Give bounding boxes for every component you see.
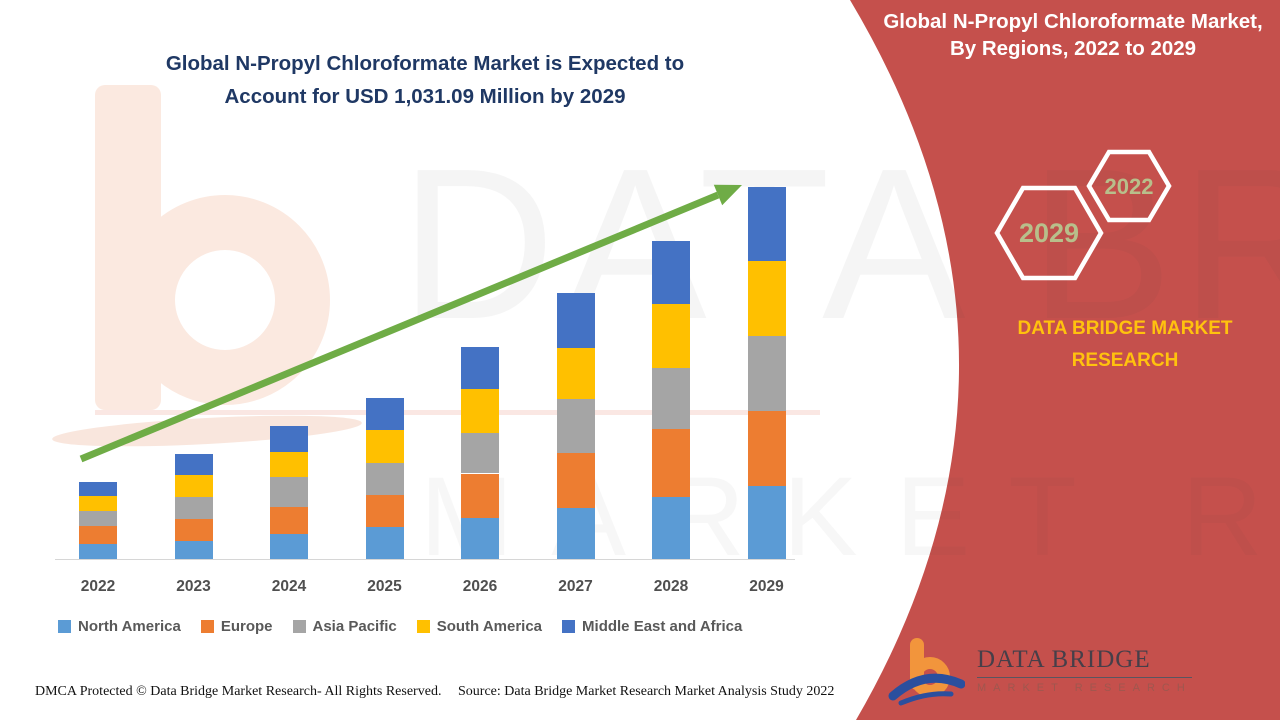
legend-swatch [58, 620, 71, 633]
hexagon-2029-year: 2029 [1019, 218, 1079, 248]
bar-segment-asia-pacific[interactable] [365, 463, 404, 495]
hexagon-2029 [994, 185, 1104, 281]
legend-label: Asia Pacific [312, 618, 397, 635]
legend-label: Europe [220, 618, 273, 635]
bar-segment-north-america[interactable] [461, 518, 499, 560]
x-axis-label-2028: 2028 [653, 578, 689, 595]
red-panel-shape [850, 0, 1280, 720]
bar-segment-europe[interactable] [174, 519, 213, 541]
chart-title-line2: Account for USD 1,031.09 Million by 2029 [224, 85, 626, 108]
legend-swatch [562, 620, 576, 633]
bar-segment-middle-east-and-africa[interactable] [747, 186, 786, 261]
brand-name-text: DATA BRIDGE MARKET RESEARCH [1017, 318, 1233, 371]
bar-segment-north-america[interactable] [556, 507, 595, 560]
bar-segment-north-america[interactable] [174, 540, 213, 560]
bar-segment-south-america[interactable] [174, 474, 213, 498]
bar-segment-asia-pacific[interactable] [79, 511, 117, 527]
x-axis-label-2026: 2026 [462, 578, 498, 595]
x-axis-label-2027: 2027 [558, 578, 593, 595]
bar-segment-north-america[interactable] [79, 544, 117, 560]
x-axis-label-2022: 2022 [80, 578, 116, 595]
company-logo: DATA BRIDGE MARKET RESEARCH [885, 634, 1192, 706]
bar-segment-middle-east-and-africa[interactable] [79, 482, 117, 496]
bar-segment-europe[interactable] [461, 473, 499, 519]
panel-title: Global N-Propyl Chloroformate Market, By… [883, 10, 1263, 60]
hexagon-2022 [1086, 149, 1172, 223]
legend-label: North America [78, 618, 181, 635]
x-axis-label-2025: 2025 [367, 578, 402, 595]
legend-item-europe[interactable]: Europe [200, 618, 273, 635]
bar-segment-north-america[interactable] [365, 526, 404, 560]
legend-item-south-america[interactable]: South America [416, 618, 543, 635]
bar-segment-north-america[interactable] [652, 496, 690, 560]
bar-segment-europe[interactable] [270, 506, 308, 534]
bar-segment-north-america[interactable] [270, 533, 308, 560]
x-axis-label-2024: 2024 [271, 578, 307, 595]
legend-swatch [416, 620, 430, 633]
chart-title: Global N-Propyl Chloroformate Market is … [110, 47, 740, 113]
x-axis-line [55, 558, 795, 560]
logo-texts: DATA BRIDGE MARKET RESEARCH [977, 646, 1192, 694]
bar-segment-south-america[interactable] [747, 260, 786, 337]
logo-name: DATA BRIDGE [977, 646, 1192, 678]
legend-label: Middle East and Africa [582, 618, 743, 635]
footer-dmca: DMCA Protected © Data Bridge Market Rese… [35, 684, 442, 699]
bar-segment-europe[interactable] [79, 526, 117, 545]
legend-item-north-america[interactable]: North America [58, 618, 181, 635]
chart-legend: North America Europe Asia Pacific South Ame… [58, 618, 742, 635]
bar-segment-europe[interactable] [365, 494, 404, 527]
footer-source: Source: Data Bridge Market Research Mark… [458, 684, 835, 699]
bar-segment-europe[interactable] [747, 411, 786, 487]
bar-segment-south-america[interactable] [79, 495, 117, 512]
logo-subtitle: MARKET RESEARCH [977, 682, 1192, 694]
logo-b-icon [888, 638, 965, 706]
logo-swoosh2-icon [898, 691, 954, 706]
legend-item-asia-pacific[interactable]: Asia Pacific [292, 618, 397, 635]
bar-segment-north-america[interactable] [747, 486, 786, 560]
chart-title-line1: Global N-Propyl Chloroformate Market is … [165, 52, 685, 75]
legend-swatch [292, 620, 306, 633]
bar-segment-europe[interactable] [556, 453, 595, 508]
logo-swoosh-icon [888, 673, 965, 701]
legend-item-middle-east-and-africa[interactable]: Middle East and Africa [562, 618, 742, 635]
legend-swatch [200, 620, 214, 633]
legend-label: South America [436, 618, 543, 635]
x-axis-label-2023: 2023 [176, 578, 211, 595]
bar-segment-asia-pacific[interactable] [747, 336, 786, 412]
x-axis-label-2029: 2029 [749, 578, 784, 595]
hexagon-2022-year: 2022 [1105, 174, 1154, 199]
bar-segment-asia-pacific[interactable] [174, 497, 213, 520]
bar-segment-asia-pacific[interactable] [270, 477, 308, 507]
